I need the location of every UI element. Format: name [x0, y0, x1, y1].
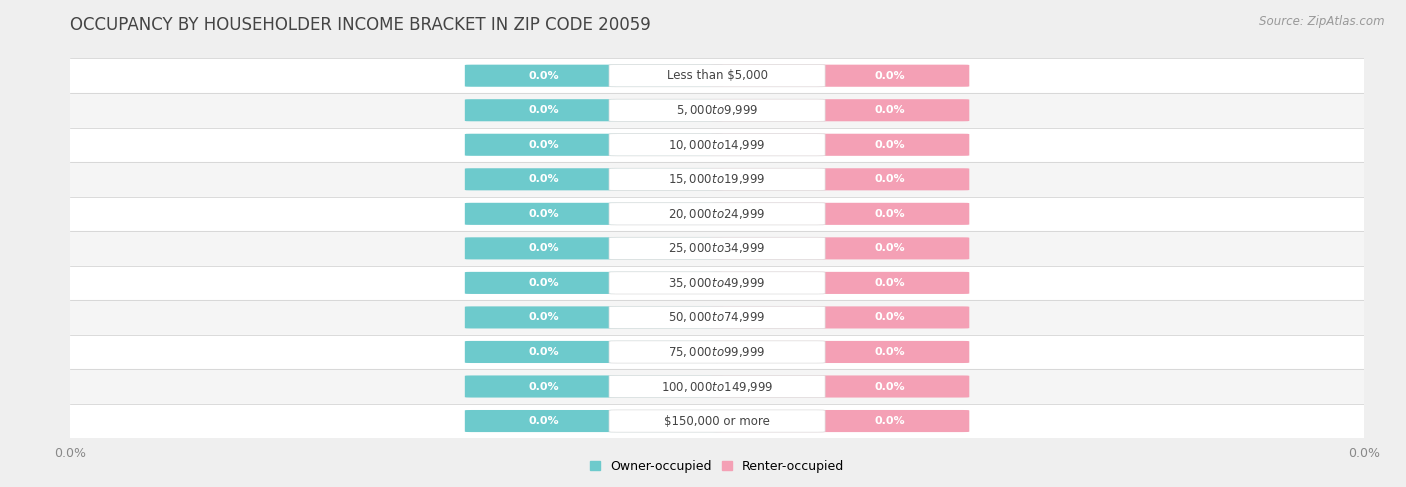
Text: $25,000 to $34,999: $25,000 to $34,999 — [668, 242, 766, 255]
Text: OCCUPANCY BY HOUSEHOLDER INCOME BRACKET IN ZIP CODE 20059: OCCUPANCY BY HOUSEHOLDER INCOME BRACKET … — [70, 16, 651, 34]
Bar — [70, 197, 1364, 231]
FancyBboxPatch shape — [609, 203, 825, 225]
FancyBboxPatch shape — [710, 341, 969, 363]
FancyBboxPatch shape — [710, 65, 969, 87]
FancyBboxPatch shape — [465, 65, 724, 87]
Text: 0.0%: 0.0% — [875, 347, 905, 357]
Bar — [70, 162, 1364, 197]
Text: 0.0%: 0.0% — [875, 313, 905, 322]
Bar — [70, 265, 1364, 300]
FancyBboxPatch shape — [609, 375, 825, 397]
FancyBboxPatch shape — [710, 134, 969, 156]
FancyBboxPatch shape — [710, 237, 969, 260]
Text: $20,000 to $24,999: $20,000 to $24,999 — [668, 207, 766, 221]
Text: 0.0%: 0.0% — [529, 313, 560, 322]
FancyBboxPatch shape — [710, 375, 969, 397]
Text: 0.0%: 0.0% — [875, 71, 905, 81]
Text: 0.0%: 0.0% — [875, 381, 905, 392]
FancyBboxPatch shape — [609, 410, 825, 432]
Bar — [70, 231, 1364, 265]
FancyBboxPatch shape — [609, 237, 825, 260]
Text: 0.0%: 0.0% — [529, 416, 560, 426]
Text: $35,000 to $49,999: $35,000 to $49,999 — [668, 276, 766, 290]
FancyBboxPatch shape — [710, 410, 969, 432]
Text: 0.0%: 0.0% — [875, 209, 905, 219]
FancyBboxPatch shape — [710, 99, 969, 121]
FancyBboxPatch shape — [609, 168, 825, 190]
FancyBboxPatch shape — [465, 203, 724, 225]
Text: Source: ZipAtlas.com: Source: ZipAtlas.com — [1260, 15, 1385, 28]
FancyBboxPatch shape — [465, 99, 724, 121]
Bar — [70, 58, 1364, 93]
Text: 0.0%: 0.0% — [529, 381, 560, 392]
Text: 0.0%: 0.0% — [875, 174, 905, 184]
Text: 0.0%: 0.0% — [875, 416, 905, 426]
Bar — [70, 404, 1364, 438]
FancyBboxPatch shape — [609, 272, 825, 294]
Bar — [70, 369, 1364, 404]
FancyBboxPatch shape — [710, 306, 969, 329]
FancyBboxPatch shape — [465, 375, 724, 397]
FancyBboxPatch shape — [465, 168, 724, 190]
Bar — [70, 128, 1364, 162]
FancyBboxPatch shape — [609, 99, 825, 121]
FancyBboxPatch shape — [465, 237, 724, 260]
Text: 0.0%: 0.0% — [529, 105, 560, 115]
FancyBboxPatch shape — [465, 272, 724, 294]
Text: 0.0%: 0.0% — [529, 140, 560, 150]
FancyBboxPatch shape — [465, 410, 724, 432]
FancyBboxPatch shape — [609, 133, 825, 156]
Bar — [70, 93, 1364, 128]
Text: Less than $5,000: Less than $5,000 — [666, 69, 768, 82]
FancyBboxPatch shape — [465, 306, 724, 329]
FancyBboxPatch shape — [465, 341, 724, 363]
Text: $150,000 or more: $150,000 or more — [664, 414, 770, 428]
Text: 0.0%: 0.0% — [529, 347, 560, 357]
Bar — [70, 300, 1364, 335]
FancyBboxPatch shape — [609, 65, 825, 87]
Text: $15,000 to $19,999: $15,000 to $19,999 — [668, 172, 766, 187]
FancyBboxPatch shape — [465, 134, 724, 156]
Legend: Owner-occupied, Renter-occupied: Owner-occupied, Renter-occupied — [585, 455, 849, 478]
FancyBboxPatch shape — [710, 203, 969, 225]
Text: 0.0%: 0.0% — [875, 105, 905, 115]
Text: $75,000 to $99,999: $75,000 to $99,999 — [668, 345, 766, 359]
Text: 0.0%: 0.0% — [529, 174, 560, 184]
Text: $100,000 to $149,999: $100,000 to $149,999 — [661, 379, 773, 393]
Text: 0.0%: 0.0% — [529, 71, 560, 81]
Text: 0.0%: 0.0% — [875, 140, 905, 150]
Bar — [70, 335, 1364, 369]
Text: $50,000 to $74,999: $50,000 to $74,999 — [668, 310, 766, 324]
FancyBboxPatch shape — [609, 341, 825, 363]
Text: $5,000 to $9,999: $5,000 to $9,999 — [676, 103, 758, 117]
Text: 0.0%: 0.0% — [529, 244, 560, 253]
Text: 0.0%: 0.0% — [529, 278, 560, 288]
Text: 0.0%: 0.0% — [875, 278, 905, 288]
Text: 0.0%: 0.0% — [529, 209, 560, 219]
Text: 0.0%: 0.0% — [875, 244, 905, 253]
FancyBboxPatch shape — [609, 306, 825, 329]
FancyBboxPatch shape — [710, 272, 969, 294]
Text: $10,000 to $14,999: $10,000 to $14,999 — [668, 138, 766, 152]
FancyBboxPatch shape — [710, 168, 969, 190]
